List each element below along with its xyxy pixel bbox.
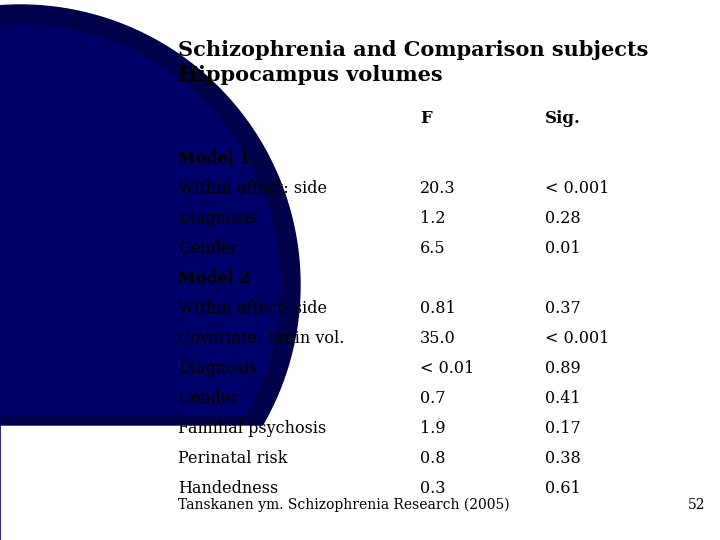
Text: Familial psychosis: Familial psychosis [178,420,326,437]
Text: 1.9: 1.9 [420,420,446,437]
Text: Gender: Gender [178,240,238,257]
Text: 0.01: 0.01 [545,240,580,257]
Polygon shape [0,5,300,540]
Text: Tanskanen ym. Schizophrenia Research (2005): Tanskanen ym. Schizophrenia Research (20… [178,497,510,512]
Text: 20.3: 20.3 [420,180,456,197]
Text: F: F [420,110,432,127]
Text: 35.0: 35.0 [420,330,456,347]
Text: < 0.001: < 0.001 [545,180,609,197]
Text: 0.3: 0.3 [420,480,446,497]
Text: < 0.01: < 0.01 [420,360,474,377]
Text: Perinatal risk: Perinatal risk [178,450,287,467]
Text: Handedness: Handedness [178,480,278,497]
Text: 0.7: 0.7 [420,390,446,407]
Text: 0.38: 0.38 [545,450,581,467]
Text: Gender: Gender [178,390,238,407]
Text: 0.41: 0.41 [545,390,580,407]
Text: Schizophrenia and Comparison subjects: Schizophrenia and Comparison subjects [178,40,649,60]
Text: 0.37: 0.37 [545,300,581,317]
Text: 52: 52 [688,498,705,512]
Text: < 0.001: < 0.001 [545,330,609,347]
Text: Within effect: side: Within effect: side [178,180,327,197]
Text: 0.89: 0.89 [545,360,581,377]
Text: 0.61: 0.61 [545,480,581,497]
Text: Within effect: side: Within effect: side [178,300,327,317]
Polygon shape [0,25,280,540]
Text: 0.17: 0.17 [545,420,581,437]
Text: 6.5: 6.5 [420,240,446,257]
Text: 0.8: 0.8 [420,450,446,467]
Text: Diagnosis: Diagnosis [178,210,257,227]
Text: Sig.: Sig. [545,110,581,127]
Text: 0.28: 0.28 [545,210,580,227]
Text: Diagnosis: Diagnosis [178,360,257,377]
Text: 1.2: 1.2 [420,210,446,227]
Text: Model 1: Model 1 [178,150,251,167]
Text: Hippocampus volumes: Hippocampus volumes [178,65,443,85]
Text: Covariate: brain vol.: Covariate: brain vol. [178,330,344,347]
Text: Model 2: Model 2 [178,270,251,287]
Text: 0.81: 0.81 [420,300,456,317]
